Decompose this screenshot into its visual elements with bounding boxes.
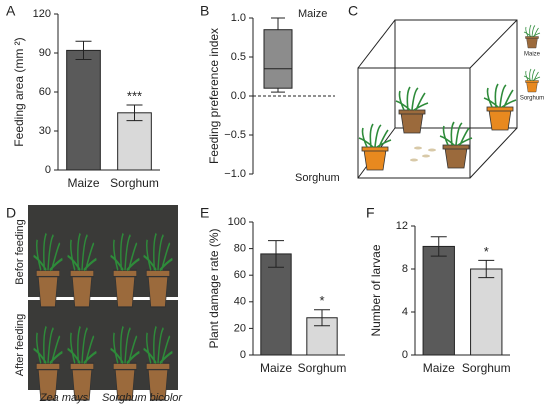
error-bar xyxy=(268,240,284,268)
photos xyxy=(28,205,178,402)
x-tick-label: Maize xyxy=(423,361,455,375)
significance: * xyxy=(319,293,324,308)
x-tick-label: Sorghum xyxy=(110,176,159,190)
y-tick-label: 30 xyxy=(39,125,51,137)
y-tick-label: 0 xyxy=(240,349,246,361)
x-tick-label: Sorghum xyxy=(462,361,511,375)
photo-caption: Zea mays xyxy=(39,392,89,404)
x-tick-label: Maize xyxy=(67,176,99,190)
y-axis-label: Number of larvae xyxy=(369,244,383,336)
panel-letter: F xyxy=(366,205,375,221)
pots xyxy=(358,24,541,171)
y-tick-label: 1.0 xyxy=(231,12,246,24)
error-bar xyxy=(126,104,143,122)
y-tick-label: 0.5 xyxy=(231,51,246,63)
significance: *** xyxy=(127,88,142,103)
panel-letter: E xyxy=(200,205,209,221)
photo-caption: Sorghum bicolor xyxy=(102,392,183,404)
y-tick-label: 40 xyxy=(234,296,246,308)
bar xyxy=(117,112,152,171)
larvae xyxy=(410,146,436,162)
bar xyxy=(470,268,503,356)
y-tick-label: 4 xyxy=(402,306,408,318)
legend-label: Maize xyxy=(524,52,541,58)
panel-letter: D xyxy=(6,205,16,221)
legend-label: Sorghum xyxy=(520,96,544,102)
bar xyxy=(260,253,292,356)
bar xyxy=(422,245,455,356)
bottom-label: Sorghum xyxy=(295,172,340,184)
y-tick-label: 0 xyxy=(402,349,408,361)
error-bar xyxy=(75,40,92,60)
y-tick-label: 0 xyxy=(45,164,51,176)
error-bar xyxy=(430,236,447,257)
y-tick-label: 80 xyxy=(234,243,246,255)
y-tick-label: 8 xyxy=(402,263,408,275)
error-bar xyxy=(314,309,330,327)
y-axis-label: Feeding area (mm ²) xyxy=(12,37,26,146)
x-tick-label: Sorghum xyxy=(298,361,347,375)
y-axis-label: Feeding preference index xyxy=(207,28,221,164)
y-tick-label: −0.5 xyxy=(224,129,246,141)
panel-letter: A xyxy=(6,3,16,19)
panel-letter: B xyxy=(200,3,209,19)
panel-letter: C xyxy=(348,3,358,19)
top-label: Maize xyxy=(298,8,327,20)
x-tick-label: Maize xyxy=(260,361,292,375)
y-tick-label: 60 xyxy=(234,269,246,281)
photo-label: Befor feeding xyxy=(14,219,26,284)
y-tick-label: −1.0 xyxy=(224,168,246,180)
y-axis-label: Plant damage rate (%) xyxy=(207,228,221,348)
y-tick-label: 0.0 xyxy=(231,90,246,102)
box xyxy=(263,29,293,89)
y-tick-label: 120 xyxy=(33,8,51,20)
error-bar xyxy=(478,259,495,279)
y-tick-label: 12 xyxy=(396,220,408,232)
y-tick-label: 90 xyxy=(39,47,51,59)
y-tick-label: 20 xyxy=(234,322,246,334)
photo-label: After feeding xyxy=(14,314,26,376)
significance: * xyxy=(484,244,489,259)
y-tick-label: 100 xyxy=(228,216,246,228)
y-tick-label: 60 xyxy=(39,86,51,98)
bar xyxy=(66,49,101,171)
